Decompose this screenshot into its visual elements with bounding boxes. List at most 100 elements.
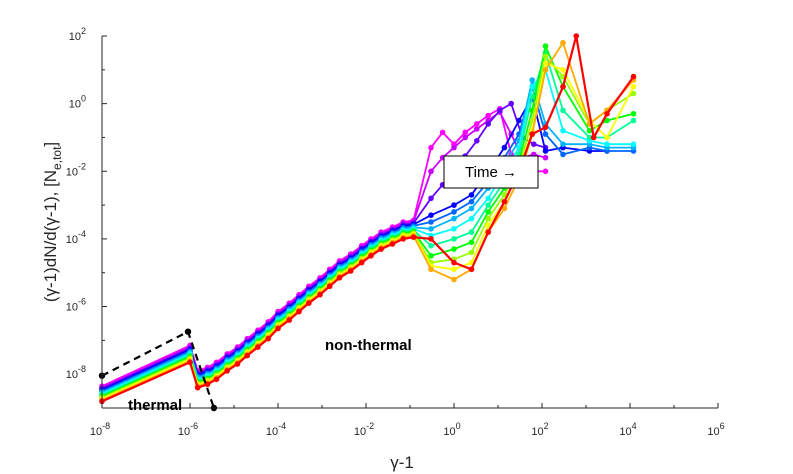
data-point [378,246,384,252]
data-point [501,205,508,212]
non-thermal-label: non-thermal [325,337,412,354]
data-point [347,268,354,274]
data-point [428,236,434,242]
data-point [286,317,293,323]
data-point [213,376,220,383]
y-tick-label: 10-2 [66,161,86,178]
data-point [485,202,492,208]
data-point [275,325,281,332]
data-point [462,129,469,136]
data-point [428,195,434,202]
axes: 10-8 10-6 10-4 10-2 100 102 104 106 10-8 10-6 10-4… [41,26,725,472]
data-point [428,144,434,151]
x-tick-label: 10-4 [266,421,286,438]
data-point [529,83,535,90]
data-point [630,117,637,124]
data-point [389,241,396,247]
data-point [542,168,549,175]
data-point [468,266,475,273]
data-point [468,205,475,212]
data-point [194,384,201,391]
data-point [428,212,434,218]
data-point [428,253,434,259]
data-point [428,226,434,232]
data-point [573,33,579,39]
data-point [529,77,535,83]
data-point [306,300,312,307]
y-tick-label: 10-8 [66,364,86,381]
data-point [604,111,610,117]
data-point [224,368,230,374]
data-point [542,67,549,73]
data-point [439,129,446,136]
data-point [560,107,566,114]
data-point [468,198,475,205]
thermal-label: thermal [128,397,182,414]
data-point [451,266,457,273]
data-point [531,141,537,147]
data-point [451,209,457,215]
data-point [630,73,637,80]
data-point [451,202,457,208]
series-12 [99,33,637,405]
data-point [586,134,593,141]
x-tick-label: 106 [707,421,724,438]
data-point [501,198,508,205]
data-point [358,259,365,266]
data-point [468,192,475,198]
annotations: Time → non-thermal thermal [128,155,539,414]
data-point [326,283,333,290]
time-annotation-label: Time → [465,164,517,181]
data-point [542,60,549,66]
data-point [485,195,492,202]
data-point [400,236,407,242]
data-point [451,236,457,242]
data-point [485,229,492,235]
data-point [542,131,549,137]
data-point [336,275,343,281]
data-point [560,67,566,73]
data-point [586,127,593,134]
data-point [451,259,457,266]
x-tick-label: 10-8 [90,421,110,438]
data-point [451,215,457,222]
data-point [451,144,457,151]
data-point [542,124,549,131]
plot-area [98,33,637,412]
data-point [428,168,434,175]
data-point [474,121,480,127]
x-tick-label: 104 [619,421,636,438]
thermal-point [184,328,192,335]
y-tick-label: 102 [69,26,86,43]
series-line [101,111,546,389]
data-point [468,249,475,256]
data-point [265,335,272,342]
data-point [468,239,475,246]
data-point [234,361,241,367]
data-point [529,131,535,137]
data-point [542,154,549,161]
data-point [508,100,514,107]
x-tick-label: 10-6 [178,421,198,438]
data-point [485,112,492,119]
data-point [474,126,480,132]
data-point [630,90,637,97]
data-point [296,308,302,315]
data-point [604,117,610,124]
data-point [529,94,535,100]
data-point [468,229,475,235]
y-tick-label: 100 [69,94,86,111]
data-point [560,141,566,147]
data-point [497,107,503,114]
data-point [604,134,610,141]
data-point [474,138,480,144]
data-point [630,141,637,147]
data-point [485,222,492,229]
data-point [590,134,597,141]
x-tick-label: 10-2 [354,421,374,438]
data-point [542,43,549,49]
data-point [485,215,492,222]
data-point [428,242,434,249]
data-point [368,253,374,259]
